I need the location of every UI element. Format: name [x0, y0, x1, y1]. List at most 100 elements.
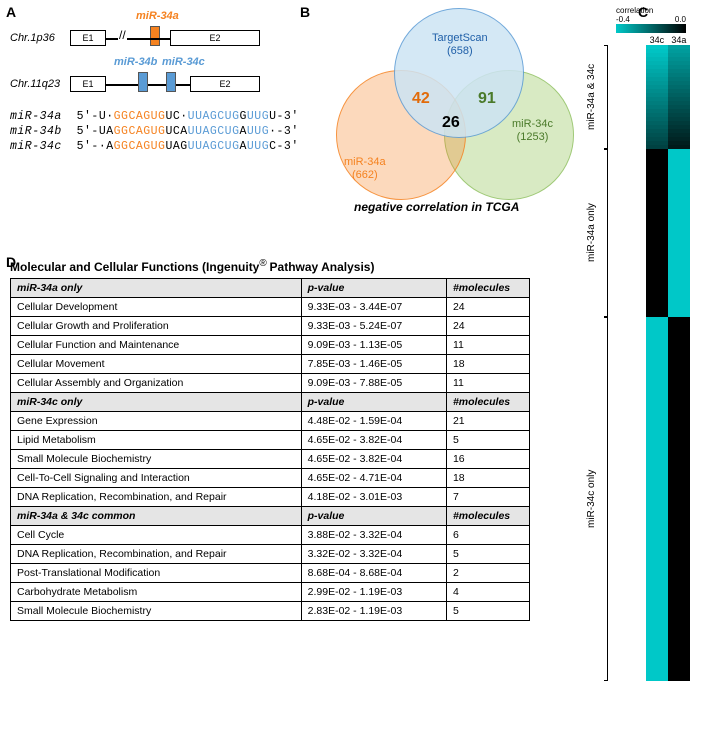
table-row: Cellular Function and Maintenance9.09E-0… [11, 336, 530, 355]
table-cell: Cellular Movement [11, 355, 302, 374]
table-cell: Cellular Growth and Proliferation [11, 317, 302, 336]
table-cell: Post-Translational Modification [11, 564, 302, 583]
seq-row: miR-34b 5'-UAGGCAGUGUCAUUAGCUGAUUG·-3' [10, 125, 290, 138]
panel-b: TargetScan (658) miR-34a (662) miR-34c (… [304, 8, 604, 218]
table-cell: Gene Expression [11, 412, 302, 431]
table-section-header: miR-34c onlyp-value#molecules [11, 393, 530, 412]
table-cell: 5 [446, 431, 529, 450]
heatmap-bracket [604, 45, 608, 149]
targetscan-count: (658) [447, 45, 473, 57]
mir34a-venn-name: miR-34a [344, 156, 386, 168]
corr-legend-ticks: -0.4 0.0 [616, 15, 686, 24]
chr1-row: Chr.1p36 E1 // miR-34a E2 [10, 24, 290, 56]
intron-chr11a [106, 84, 138, 86]
table-row: Cellular Movement7.85E-03 - 1.46E-0518 [11, 355, 530, 374]
table-title-reg: ® [259, 258, 269, 269]
heat-col-labels: 34c 34a [646, 35, 690, 45]
table-cell: 24 [446, 298, 529, 317]
table-section-header: miR-34a & 34c commonp-value#molecules [11, 507, 530, 526]
table-cell: 3.88E-02 - 3.32E-04 [301, 526, 446, 545]
gap-slash: // [118, 28, 127, 42]
col-34c: 34c [650, 35, 665, 45]
table-header-cell: #molecules [446, 393, 529, 412]
mir34b-label: miR-34b [114, 56, 157, 68]
table-row: Cellular Growth and Proliferation9.33E-0… [11, 317, 530, 336]
table-cell: Carbohydrate Metabolism [11, 583, 302, 602]
table-cell: 24 [446, 317, 529, 336]
table-cell: 4.65E-02 - 3.82E-04 [301, 450, 446, 469]
overlap-bc: 91 [478, 90, 496, 108]
mir34b-box [138, 72, 148, 92]
table-cell: 8.68E-04 - 8.68E-04 [301, 564, 446, 583]
table-cell: Small Molecule Biochemistry [11, 602, 302, 621]
mir34a-venn-count: (662) [352, 169, 378, 181]
table-row: Post-Translational Modification8.68E-04 … [11, 564, 530, 583]
table-header-cell: #molecules [446, 507, 529, 526]
table-title-2: Pathway Analysis) [270, 260, 375, 274]
table-title: Molecular and Cellular Functions (Ingenu… [10, 258, 530, 274]
table-row: Cell Cycle3.88E-02 - 3.32E-046 [11, 526, 530, 545]
seq-row: miR-34a 5'-U·GGCAGUGUC·UUAGCUGGUUGU-3' [10, 110, 290, 123]
table-row: Cell-To-Cell Signaling and Interaction4.… [11, 469, 530, 488]
table-cell: 7.85E-03 - 1.46E-05 [301, 355, 446, 374]
table-cell: 9.09E-03 - 1.13E-05 [301, 336, 446, 355]
mir34a-box [150, 26, 160, 46]
sequence-block: miR-34a 5'-U·GGCAGUGUC·UUAGCUGGUUGU-3' mi… [10, 110, 290, 153]
table-header-cell: miR-34a only [11, 279, 302, 298]
exon2-chr11: E2 [190, 76, 260, 92]
table-row: Cellular Development9.33E-03 - 3.44E-072… [11, 298, 530, 317]
exon1-chr11: E1 [70, 76, 106, 92]
mir34c-venn-label: miR-34c (1253) [512, 118, 553, 143]
table-cell: 5 [446, 602, 529, 621]
mir34a-venn-label: miR-34a (662) [344, 156, 386, 181]
overlap-abc: 26 [442, 114, 460, 132]
table-title-1: Molecular and Cellular Functions (Ingenu… [10, 260, 259, 274]
heat-col-34c [646, 45, 668, 681]
col-34a: 34a [671, 35, 686, 45]
table-header-cell: p-value [301, 507, 446, 526]
table-cell: 7 [446, 488, 529, 507]
table-cell: 2.99E-02 - 1.19E-03 [301, 583, 446, 602]
table-cell: 21 [446, 412, 529, 431]
table-row: DNA Replication, Recombination, and Repa… [11, 545, 530, 564]
heatmap: miR-34a & 34cmiR-34a onlymiR-34c only [610, 45, 700, 681]
table-cell: 11 [446, 374, 529, 393]
table-row: Carbohydrate Metabolism2.99E-02 - 1.19E-… [11, 583, 530, 602]
table-cell: Cell-To-Cell Signaling and Interaction [11, 469, 302, 488]
targetscan-label: TargetScan (658) [432, 32, 488, 57]
table-header-cell: #molecules [446, 279, 529, 298]
table-cell: Cell Cycle [11, 526, 302, 545]
table-cell: Cellular Function and Maintenance [11, 336, 302, 355]
intron-chr11c [176, 84, 190, 86]
table-cell: 3.32E-02 - 3.32E-04 [301, 545, 446, 564]
table-cell: 11 [446, 336, 529, 355]
chr11-label: Chr.11q23 [10, 78, 60, 90]
table-cell: 2 [446, 564, 529, 583]
panel-d: Molecular and Cellular Functions (Ingenu… [10, 258, 530, 621]
table-cell: 5 [446, 545, 529, 564]
table-cell: 9.33E-03 - 3.44E-07 [301, 298, 446, 317]
table-cell: 16 [446, 450, 529, 469]
venn-caption: negative correlation in TCGA [354, 200, 519, 214]
heat-col-34a [668, 45, 690, 681]
heatmap-grid [646, 45, 700, 681]
heatmap-bracket [604, 317, 608, 681]
mir34c-venn-count: (1253) [517, 131, 549, 143]
seq-row: miR-34c 5'-·AGGCAGUGUAGUUAGCUGAUUGC-3' [10, 140, 290, 153]
mir34a-label: miR-34a [136, 10, 179, 22]
mir34c-box [166, 72, 176, 92]
exon1-chr1: E1 [70, 30, 106, 46]
intron-chr11b [148, 84, 166, 86]
legend-max: 0.0 [675, 15, 686, 24]
table-cell: 18 [446, 355, 529, 374]
table-cell: 4.65E-02 - 4.71E-04 [301, 469, 446, 488]
table-cell: 4.18E-02 - 3.01E-03 [301, 488, 446, 507]
heatmap-group-label: miR-34a only [586, 149, 597, 317]
legend-min: -0.4 [616, 15, 630, 24]
table-cell: 4 [446, 583, 529, 602]
intron-chr1b [148, 38, 170, 40]
table-header-cell: miR-34c only [11, 393, 302, 412]
table-cell: 6 [446, 526, 529, 545]
intron-chr1 [106, 38, 148, 40]
overlap-ab: 42 [412, 90, 430, 108]
